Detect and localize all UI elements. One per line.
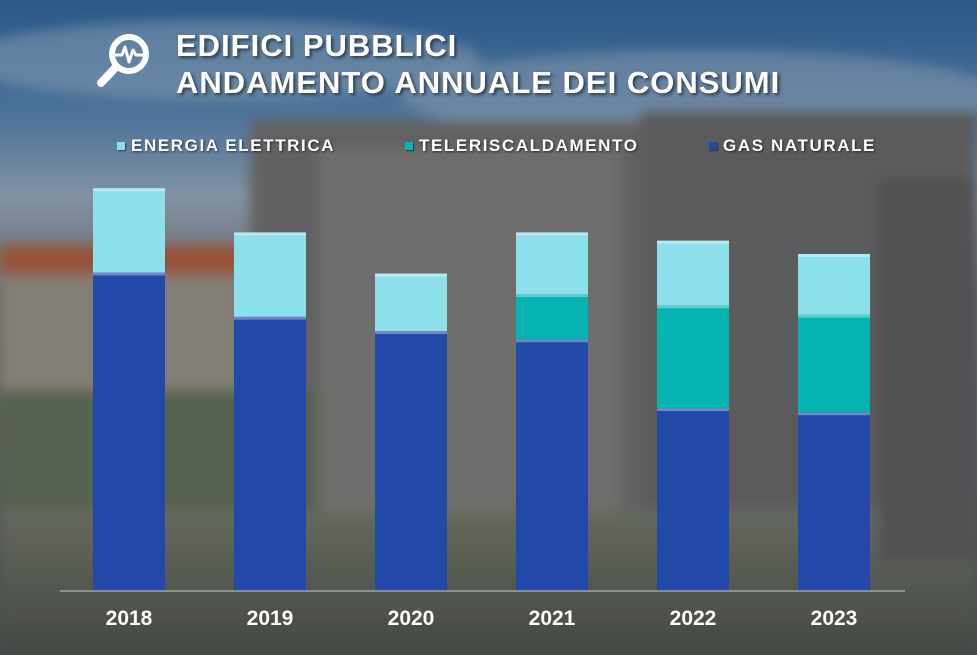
bar-top-highlight <box>798 253 870 257</box>
bar-energia-elettrica-2021 <box>516 232 588 295</box>
bar-energia-elettrica-2020 <box>375 273 447 332</box>
chart-title-line-2: ANDAMENTO ANNUALE DEI CONSUMI <box>176 65 781 100</box>
bar-energia-elettrica-2018 <box>93 188 165 273</box>
bar-top-highlight <box>657 240 729 244</box>
bar-top-highlight <box>516 294 588 298</box>
chart-title-line-1: EDIFICI PUBBLICI <box>176 28 458 63</box>
bar-top-highlight <box>93 188 165 192</box>
bar-energia-elettrica-2023 <box>798 253 870 315</box>
bar-energia-elettrica-2022 <box>657 240 729 306</box>
bar-top-highlight <box>798 412 870 416</box>
legend-swatch-energia-elettrica <box>117 142 125 150</box>
bar-teleriscaldamento-2021 <box>516 294 588 340</box>
bar-top-highlight <box>375 331 447 335</box>
bar-gas-naturale-2021 <box>516 339 588 591</box>
x-tick-labels: 2018 2019 2020 2021 2022 2023 <box>106 607 858 630</box>
bar-top-highlight <box>516 339 588 343</box>
bar-top-highlight <box>657 408 729 412</box>
bar-gas-naturale-2018 <box>93 272 165 591</box>
bars-group <box>93 188 870 591</box>
bar-gas-naturale-2023 <box>798 412 870 591</box>
chart-legend: ENERGIA ELETTRICA TELERISCALDAMENTO GAS … <box>0 136 977 156</box>
bar-top-highlight <box>375 273 447 277</box>
legend-label-teleriscaldamento: TELERISCALDAMENTO <box>419 136 639 155</box>
legend-label-gas-naturale: GAS NATURALE <box>723 136 876 155</box>
x-tick-label-2020: 2020 <box>388 607 435 630</box>
bar-top-highlight <box>516 232 588 236</box>
bar-top-highlight <box>93 272 165 276</box>
x-tick-label-2022: 2022 <box>670 607 717 630</box>
bar-top-highlight <box>234 232 306 236</box>
bar-top-highlight <box>798 314 870 318</box>
legend-swatch-teleriscaldamento <box>405 142 413 150</box>
x-tick-label-2018: 2018 <box>106 607 153 630</box>
bar-energia-elettrica-2019 <box>234 232 306 317</box>
bar-teleriscaldamento-2022 <box>657 305 729 409</box>
bar-teleriscaldamento-2023 <box>798 314 870 413</box>
bar-top-highlight <box>234 316 306 320</box>
bar-gas-naturale-2022 <box>657 408 729 591</box>
magnifier-pulse-icon <box>97 34 149 87</box>
x-tick-label-2019: 2019 <box>247 607 294 630</box>
bar-gas-naturale-2019 <box>234 316 306 591</box>
x-tick-label-2021: 2021 <box>529 607 576 630</box>
bar-top-highlight <box>657 305 729 309</box>
x-tick-label-2023: 2023 <box>811 607 858 630</box>
bar-gas-naturale-2020 <box>375 331 447 591</box>
legend-label-energia-elettrica: ENERGIA ELETTRICA <box>131 136 336 155</box>
legend-swatch-gas-naturale <box>709 142 717 150</box>
